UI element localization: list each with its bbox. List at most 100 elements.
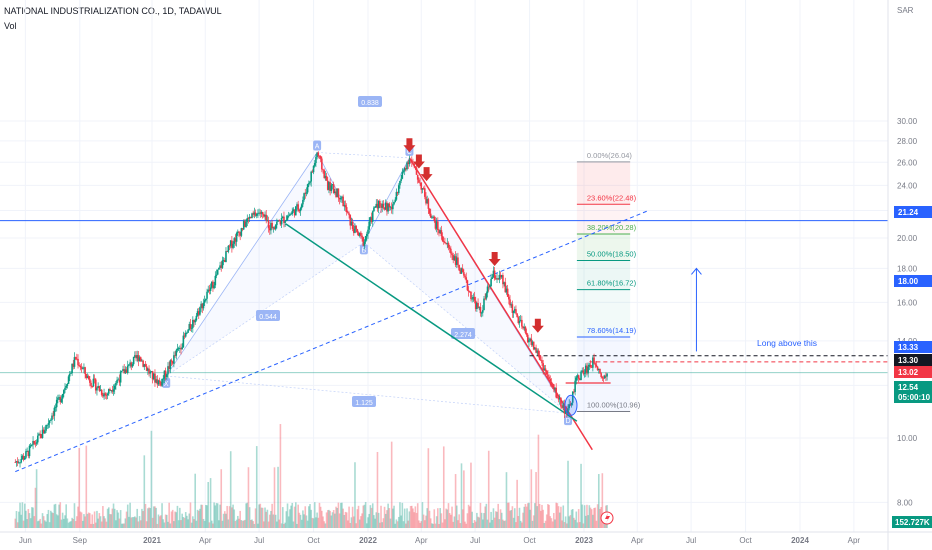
candle-body <box>180 347 182 350</box>
candle-body <box>277 220 279 222</box>
chart-title: NATIONAL INDUSTRIALIZATION CO., 1D, TADA… <box>4 6 222 16</box>
candle-body <box>195 315 198 321</box>
x-tick-label: Apr <box>199 536 212 545</box>
candle-body <box>325 175 328 181</box>
candle-body <box>170 360 173 362</box>
candle-body <box>255 213 258 216</box>
volume-bar <box>337 502 340 528</box>
volume-bar <box>194 473 196 528</box>
candle-body <box>343 205 346 207</box>
volume-bar <box>450 514 452 528</box>
candle-body <box>16 461 19 463</box>
candle-body <box>529 338 531 341</box>
volume-bar <box>592 514 594 528</box>
volume-bar <box>222 513 225 528</box>
candle-body <box>510 304 513 306</box>
volume-bar <box>200 504 202 528</box>
harmonic-pattern[interactable]: 0.838 0.544 2.274 1.125 X A B C D <box>162 96 573 426</box>
candle-body <box>196 311 199 316</box>
candle-body <box>152 373 155 380</box>
volume-bar <box>468 506 471 528</box>
volume-bar <box>303 514 305 528</box>
candle-body <box>96 388 98 391</box>
candle-body <box>135 355 137 359</box>
volume-bar <box>180 520 182 528</box>
candle-body <box>273 227 276 230</box>
trend-lines[interactable] <box>0 157 888 473</box>
candle-body <box>521 319 523 327</box>
candle-body <box>31 444 33 446</box>
candle-body <box>223 259 226 263</box>
volume-bar <box>64 515 66 528</box>
candle-body <box>163 370 166 379</box>
candle-body <box>389 206 392 208</box>
candle-body <box>199 307 201 315</box>
candle-body <box>280 218 283 225</box>
volume-bar <box>451 506 453 528</box>
candle-body <box>375 203 378 208</box>
volume-bar <box>182 517 185 528</box>
volume-bar <box>283 523 285 528</box>
candle-body <box>518 320 521 324</box>
candle-body <box>113 385 116 390</box>
volume-bar <box>332 510 335 528</box>
candle-body <box>570 402 573 406</box>
candle-body <box>252 213 254 215</box>
candle-body <box>376 203 379 209</box>
volume-bar <box>465 523 468 528</box>
volume-bar <box>426 508 428 528</box>
y-tick-label: 30.00 <box>897 117 918 126</box>
volume-bar <box>250 519 252 528</box>
candle-body <box>472 297 475 299</box>
candle-body <box>361 235 363 238</box>
candle-body <box>55 399 58 408</box>
candle-body <box>94 379 97 391</box>
candle-body <box>254 212 257 216</box>
candle-body <box>403 168 406 171</box>
volume-bar <box>590 509 593 528</box>
candle-body <box>29 445 32 447</box>
candle-body <box>386 202 388 212</box>
candle-body <box>495 278 497 280</box>
volume-bar <box>493 517 496 528</box>
annotation[interactable]: Long above this <box>564 267 817 525</box>
volume-bar <box>66 518 69 528</box>
candle-body <box>560 397 562 407</box>
candle-body <box>344 205 347 208</box>
candle-body <box>540 359 542 361</box>
candle-body <box>588 364 591 367</box>
volume-bar <box>536 506 539 528</box>
volume-bar <box>27 509 30 528</box>
volume-bar <box>246 502 249 528</box>
volume-bar <box>42 516 45 528</box>
candle-body <box>555 387 557 398</box>
volume-bar <box>518 507 521 528</box>
candle-body <box>102 394 104 397</box>
volume-bar <box>560 506 562 528</box>
volume-bar <box>68 521 71 528</box>
candle-body <box>478 306 481 308</box>
candle-body <box>383 207 386 210</box>
volume-bar <box>458 514 460 528</box>
candle-body <box>473 297 476 301</box>
x-tick-label: Apr <box>631 536 644 545</box>
volume-bar <box>526 503 529 528</box>
volume-bar <box>491 519 494 528</box>
candle-body <box>83 367 85 369</box>
volume-bar <box>158 516 161 528</box>
volume-bar <box>223 511 226 528</box>
volume-bar <box>316 512 318 528</box>
fibonacci-retracement[interactable]: 0.00%(26.04) 23.60%(22.48) 38.20%(20.28) 50… <box>576 151 641 413</box>
volume-bar <box>18 511 20 528</box>
price-tag <box>894 366 932 378</box>
candle-body <box>60 398 63 403</box>
volume-bar <box>328 509 330 528</box>
candle-body <box>189 324 192 329</box>
candle-body <box>438 230 440 234</box>
volume-bar <box>519 520 522 528</box>
pattern-point-label: X <box>164 381 169 388</box>
x-tick-label: Jul <box>470 536 480 545</box>
volume-bar <box>349 522 352 528</box>
volume-bar <box>132 517 135 528</box>
